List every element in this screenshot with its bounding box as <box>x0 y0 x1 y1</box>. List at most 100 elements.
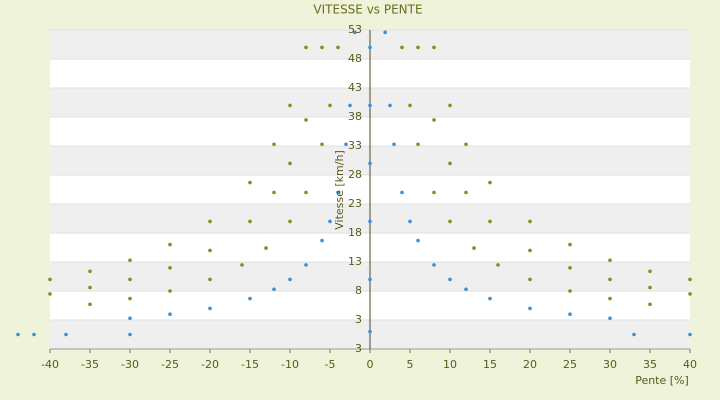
x-tick-label: 5 <box>407 358 414 371</box>
grid <box>49 29 691 353</box>
y-tick-label: 3 <box>355 342 362 355</box>
point <box>432 45 436 50</box>
point <box>368 277 372 282</box>
point <box>416 238 420 243</box>
point <box>272 190 276 195</box>
point <box>368 329 372 334</box>
point <box>288 219 292 224</box>
point <box>304 190 308 195</box>
marks <box>16 30 692 337</box>
point <box>32 332 36 337</box>
point <box>208 306 212 311</box>
x-tick-label: 10 <box>443 358 457 371</box>
point <box>208 248 212 253</box>
point <box>608 258 612 263</box>
point <box>353 30 357 35</box>
y-tick-label: 18 <box>348 226 362 239</box>
y-axis-label: Vitesse [km/h] <box>333 150 346 230</box>
point <box>408 103 412 108</box>
point <box>168 266 172 270</box>
point <box>688 292 692 296</box>
point <box>288 103 292 108</box>
x-tick-label: -5 <box>325 358 336 371</box>
y-tick-label: 43 <box>348 81 362 94</box>
x-axis-label: Pente [%] <box>635 374 689 387</box>
point <box>648 269 652 274</box>
point <box>488 219 492 224</box>
point <box>48 277 52 282</box>
point <box>688 332 692 337</box>
point <box>248 296 252 301</box>
point <box>528 248 532 253</box>
point <box>248 180 252 185</box>
point <box>400 190 404 195</box>
point <box>528 219 532 224</box>
point <box>344 142 348 147</box>
point <box>328 219 332 224</box>
point <box>304 263 308 267</box>
y-tick-label: 23 <box>348 197 362 210</box>
point <box>388 103 392 108</box>
point <box>400 45 404 50</box>
point <box>336 45 340 50</box>
point <box>496 263 500 267</box>
x-tick-label: -20 <box>201 358 219 371</box>
x-tick-label: 20 <box>523 358 537 371</box>
point <box>368 161 372 166</box>
point <box>368 45 372 50</box>
point <box>568 266 572 270</box>
point <box>272 287 276 292</box>
point <box>632 332 636 337</box>
point <box>320 45 324 50</box>
x-tick-label: 15 <box>483 358 497 371</box>
x-tick-label: -30 <box>121 358 139 371</box>
point <box>383 30 388 35</box>
chart-title: VITESSE vs PENTE <box>313 3 422 17</box>
y-tick-label: 53 <box>348 23 362 36</box>
point <box>88 269 92 274</box>
point <box>64 332 68 337</box>
point <box>128 296 132 301</box>
point <box>528 306 532 311</box>
x-tick-label: -25 <box>161 358 179 371</box>
point <box>240 263 244 267</box>
x-tick-label: 40 <box>683 358 697 371</box>
point <box>528 277 532 282</box>
point <box>408 219 412 224</box>
point <box>288 161 292 166</box>
point <box>648 285 652 290</box>
point <box>128 277 132 282</box>
point <box>328 103 332 108</box>
point <box>168 289 172 293</box>
point <box>272 142 276 147</box>
point <box>168 312 172 317</box>
point <box>568 312 572 317</box>
point <box>304 45 308 50</box>
y-tick-label: 38 <box>348 110 362 123</box>
point <box>16 332 20 337</box>
y-tick-label: 33 <box>348 139 362 152</box>
x-tick-label: 25 <box>563 358 577 371</box>
point <box>348 103 352 108</box>
x-tick-label: -10 <box>281 358 299 371</box>
point <box>608 316 612 321</box>
x-tick-label: 30 <box>603 358 617 371</box>
point <box>568 242 572 247</box>
point <box>88 302 92 307</box>
y-tick-label: 48 <box>348 52 362 65</box>
point <box>464 190 468 195</box>
point <box>320 238 324 243</box>
point <box>336 190 340 195</box>
point <box>304 118 308 122</box>
point <box>432 263 436 267</box>
x-tick-label: 0 <box>367 358 374 371</box>
point <box>464 287 468 292</box>
point <box>568 289 572 293</box>
y-tick-label: 8 <box>355 284 362 297</box>
x-tick-label: 35 <box>643 358 657 371</box>
point <box>128 258 132 263</box>
point <box>448 277 452 282</box>
